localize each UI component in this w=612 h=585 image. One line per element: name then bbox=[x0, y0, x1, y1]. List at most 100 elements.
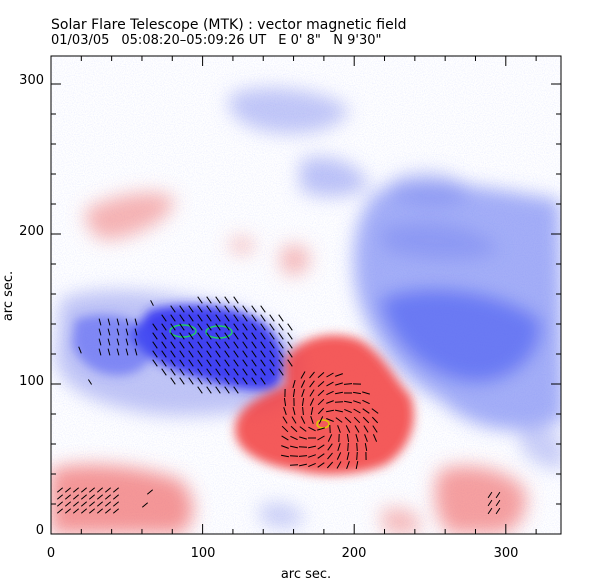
field-vector bbox=[302, 406, 304, 416]
field-vector bbox=[292, 388, 296, 398]
field-vector bbox=[251, 323, 257, 331]
field-vector bbox=[242, 359, 248, 367]
field-vector bbox=[242, 332, 248, 340]
field-vector bbox=[344, 408, 352, 414]
field-vector bbox=[251, 368, 257, 376]
y-tick-label: 100 bbox=[19, 374, 44, 389]
positive-polarity-regions bbox=[51, 192, 527, 534]
field-vector bbox=[188, 305, 194, 313]
field-vector bbox=[206, 359, 212, 367]
field-vector bbox=[179, 359, 185, 367]
field-vector bbox=[233, 314, 239, 322]
field-vector bbox=[287, 341, 293, 349]
field-vector bbox=[310, 406, 314, 416]
negative-polarity-core bbox=[72, 305, 284, 391]
field-vector bbox=[269, 341, 275, 349]
field-vector bbox=[197, 368, 203, 376]
field-vector bbox=[487, 499, 493, 507]
field-vector bbox=[269, 368, 275, 376]
field-vector bbox=[179, 368, 185, 376]
field-vector bbox=[96, 501, 104, 507]
field-vector bbox=[345, 425, 351, 433]
field-vector bbox=[215, 368, 221, 376]
field-vector bbox=[170, 341, 176, 349]
field-vector bbox=[308, 426, 316, 432]
field-vector bbox=[72, 501, 80, 507]
field-vector bbox=[299, 426, 307, 432]
field-vector bbox=[170, 359, 176, 367]
field-vector bbox=[495, 507, 501, 515]
field-vector bbox=[282, 416, 288, 424]
field-vector bbox=[346, 461, 350, 469]
field-vector bbox=[88, 487, 96, 493]
field-vector bbox=[112, 494, 120, 500]
field-vector bbox=[317, 389, 325, 397]
field-vector bbox=[278, 350, 284, 358]
field-vector bbox=[287, 323, 293, 331]
field-vector bbox=[188, 314, 194, 322]
field-vector bbox=[197, 386, 203, 394]
field-vector bbox=[179, 314, 185, 322]
field-vector bbox=[170, 377, 176, 385]
field-vector bbox=[146, 489, 154, 495]
field-vector bbox=[242, 323, 248, 331]
field-vector bbox=[346, 434, 350, 442]
field-vector bbox=[260, 314, 266, 322]
field-vector bbox=[278, 359, 284, 367]
field-vector bbox=[206, 305, 212, 313]
field-vector bbox=[372, 434, 378, 442]
field-vector bbox=[298, 463, 308, 467]
field-vector bbox=[317, 453, 325, 459]
observation-info: 01/03/05 05:08:20–05:09:26 UT E 0' 8" N 9'… bbox=[51, 33, 393, 49]
field-vector bbox=[289, 455, 299, 457]
field-vector bbox=[336, 461, 342, 469]
field-vector bbox=[283, 407, 287, 415]
y-tick-label: 0 bbox=[36, 523, 44, 538]
field-vector bbox=[152, 323, 158, 331]
field-vector bbox=[233, 386, 239, 394]
field-vector bbox=[179, 332, 185, 340]
field-vector bbox=[344, 400, 352, 404]
field-vector bbox=[215, 332, 221, 340]
field-vector bbox=[179, 377, 185, 385]
field-vector bbox=[104, 501, 112, 507]
field-vector bbox=[161, 368, 167, 376]
field-vector bbox=[96, 487, 104, 493]
field-vector bbox=[80, 501, 88, 507]
field-vector bbox=[281, 425, 289, 433]
field-vector bbox=[96, 494, 104, 500]
field-vector bbox=[161, 359, 167, 367]
field-vector bbox=[233, 296, 239, 304]
field-vector bbox=[141, 502, 149, 508]
field-vector bbox=[98, 328, 102, 336]
field-vector bbox=[161, 323, 167, 331]
field-vector bbox=[64, 487, 72, 493]
field-vector bbox=[301, 389, 305, 397]
field-vector bbox=[317, 398, 325, 406]
field-vector bbox=[179, 305, 185, 313]
field-vector bbox=[161, 341, 167, 349]
field-vector bbox=[309, 371, 315, 379]
field-vector bbox=[287, 350, 293, 358]
field-vector bbox=[251, 341, 257, 349]
field-vector bbox=[260, 323, 266, 331]
field-vector bbox=[287, 332, 293, 340]
field-vector bbox=[206, 323, 212, 331]
field-vector bbox=[326, 409, 334, 413]
field-vector bbox=[278, 314, 284, 322]
plot-frame bbox=[50, 55, 562, 535]
field-vector bbox=[64, 501, 72, 507]
field-vector bbox=[161, 350, 167, 358]
field-vector bbox=[80, 487, 88, 493]
field-vector bbox=[224, 314, 230, 322]
field-vector bbox=[290, 425, 298, 433]
field-vector bbox=[56, 501, 64, 507]
field-vector bbox=[215, 323, 221, 331]
field-vector bbox=[233, 305, 239, 313]
axis-ticks bbox=[50, 56, 561, 535]
field-vector bbox=[287, 359, 293, 367]
field-vector bbox=[116, 348, 120, 356]
field-vector bbox=[260, 332, 266, 340]
field-vector bbox=[161, 332, 167, 340]
field-vector bbox=[233, 359, 239, 367]
